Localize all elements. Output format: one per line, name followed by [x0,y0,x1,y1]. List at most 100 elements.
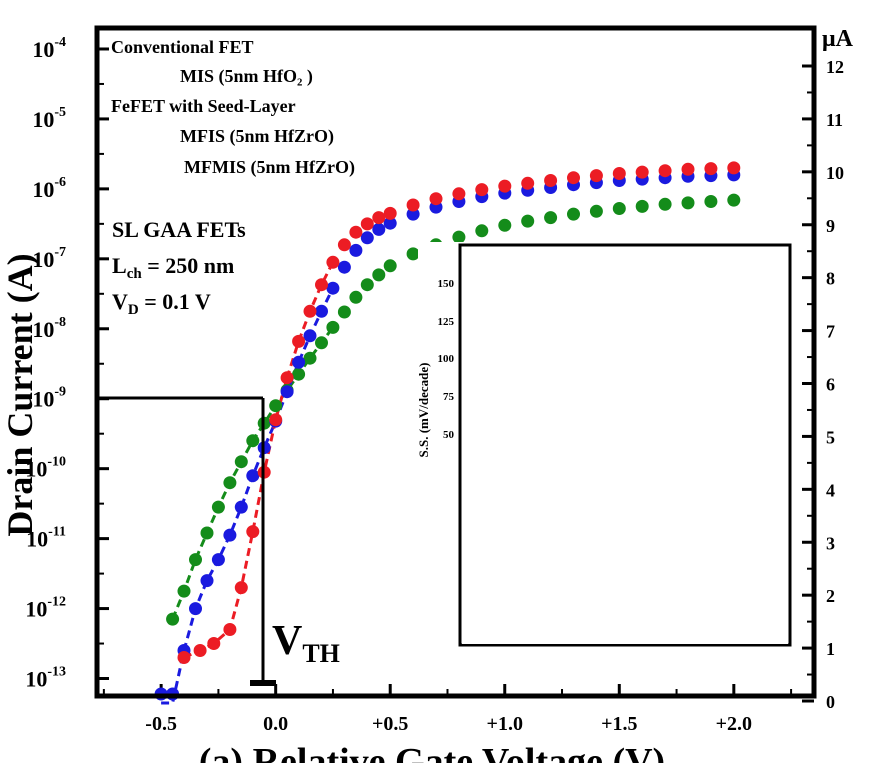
x-tick-label: +2.0 [716,713,752,735]
data-point [681,196,695,210]
tick-exponent: -5 [54,105,66,120]
tick-base: 10 [32,247,54,272]
right-tick-label: 12 [826,57,844,77]
data-point [498,218,512,232]
data-point [612,167,626,180]
right-tick-label: 6 [826,375,835,395]
legend-group1-header: Conventional FET [111,37,254,57]
left-tick-label: 10-8 [32,315,66,342]
x-ticks: -0.5 0.0 +0.5 +1.0 +1.5 +2.0 [102,684,793,735]
right-tick-label: 4 [826,480,835,500]
data-point [521,176,535,190]
data-point [189,553,202,567]
tick-exponent: -6 [54,175,66,190]
device-annotation: SL GAA FETs Lch = 250 nm VD = 0.1 V [112,217,246,318]
inset: S.S. (mV/decade) 150 125 100 75 50 [416,242,792,672]
vth-main: V [272,618,302,664]
right-tick-label: 7 [826,322,835,342]
left-tick-label: 10-9 [32,385,66,412]
x-tick-label: 0.0 [263,713,288,735]
legend-item-mis: MIS (5nm HfO₂ ) [180,66,313,87]
tick-base: 10 [32,107,54,132]
inset-frame [458,243,792,647]
vd-label: VD = 0.1 V [112,289,211,318]
right-tick-label: 1 [826,639,835,659]
data-point [269,399,283,413]
inset-tick-label: 100 [438,353,455,365]
right-tick-label: 8 [826,269,835,289]
vth-label: VTH [272,618,340,668]
tick-exponent: -8 [54,315,66,330]
vd-sub: D [128,302,139,318]
data-point [234,455,248,469]
data-point [223,476,237,490]
data-point [269,413,283,427]
left-tick-label: 10-7 [32,245,66,272]
data-point [326,320,340,334]
data-point [315,304,328,318]
data-point [589,169,603,183]
data-point [452,230,466,244]
tick-exponent: -10 [47,455,66,470]
tick-base: 10 [25,457,47,482]
tick-exponent: -13 [47,665,66,680]
y-axis-label: Drain Current (A) [0,253,40,536]
data-point [280,385,294,399]
data-point [189,602,202,616]
left-tick-label: 10-5 [32,105,66,132]
data-point [475,183,489,197]
data-point [223,528,237,542]
data-point [635,165,649,179]
right-tick-label: 5 [826,427,835,447]
x-tick-label: -0.5 [145,713,177,735]
data-point [292,355,306,369]
data-point [223,623,237,636]
data-point [292,334,306,348]
tick-base: 10 [32,387,54,412]
data-point [612,202,626,215]
data-point [589,204,603,218]
data-point [544,211,558,225]
lch-value: = 250 nm [142,253,235,278]
tick-base: 10 [32,37,54,62]
data-point [207,637,221,650]
right-tick-label: 0 [826,692,835,712]
inset-tick-label: 75 [443,391,455,403]
right-tick-label: 10 [826,163,844,183]
data-point [349,243,363,257]
tick-exponent: -9 [54,385,66,400]
left-tick-label: 10-11 [26,525,66,552]
x-axis-label: (a) Relative Gate Voltage (V) [199,741,665,763]
data-point [360,231,374,245]
data-point [567,207,580,221]
legend-item-mfmis: MFMIS (5nm HfZrO) [184,157,355,178]
data-point [200,526,214,540]
data-point [166,612,180,626]
device-label: SL GAA FETs [112,217,246,242]
inset-mask [462,256,788,644]
data-point [349,290,363,304]
tick-base: 10 [26,527,48,552]
data-point [429,192,443,206]
left-tick-label: 10-12 [25,595,66,622]
data-point [658,197,672,211]
lch-main: L [112,253,127,278]
inset-tick-label: 125 [438,316,455,328]
data-point [406,207,420,221]
data-point [658,164,672,178]
tick-exponent: -4 [54,35,66,50]
right-tick-label: 11 [826,110,843,130]
data-point [372,211,386,225]
tick-base: 10 [25,667,47,692]
data-point [315,336,328,350]
data-point [498,179,512,193]
series-guide-line [161,287,335,705]
data-point [406,247,420,261]
vd-main: V [112,289,128,314]
tick-exponent: -11 [48,525,66,540]
data-point [383,216,397,230]
data-point [383,206,397,220]
right-tick-label: 2 [826,586,835,606]
